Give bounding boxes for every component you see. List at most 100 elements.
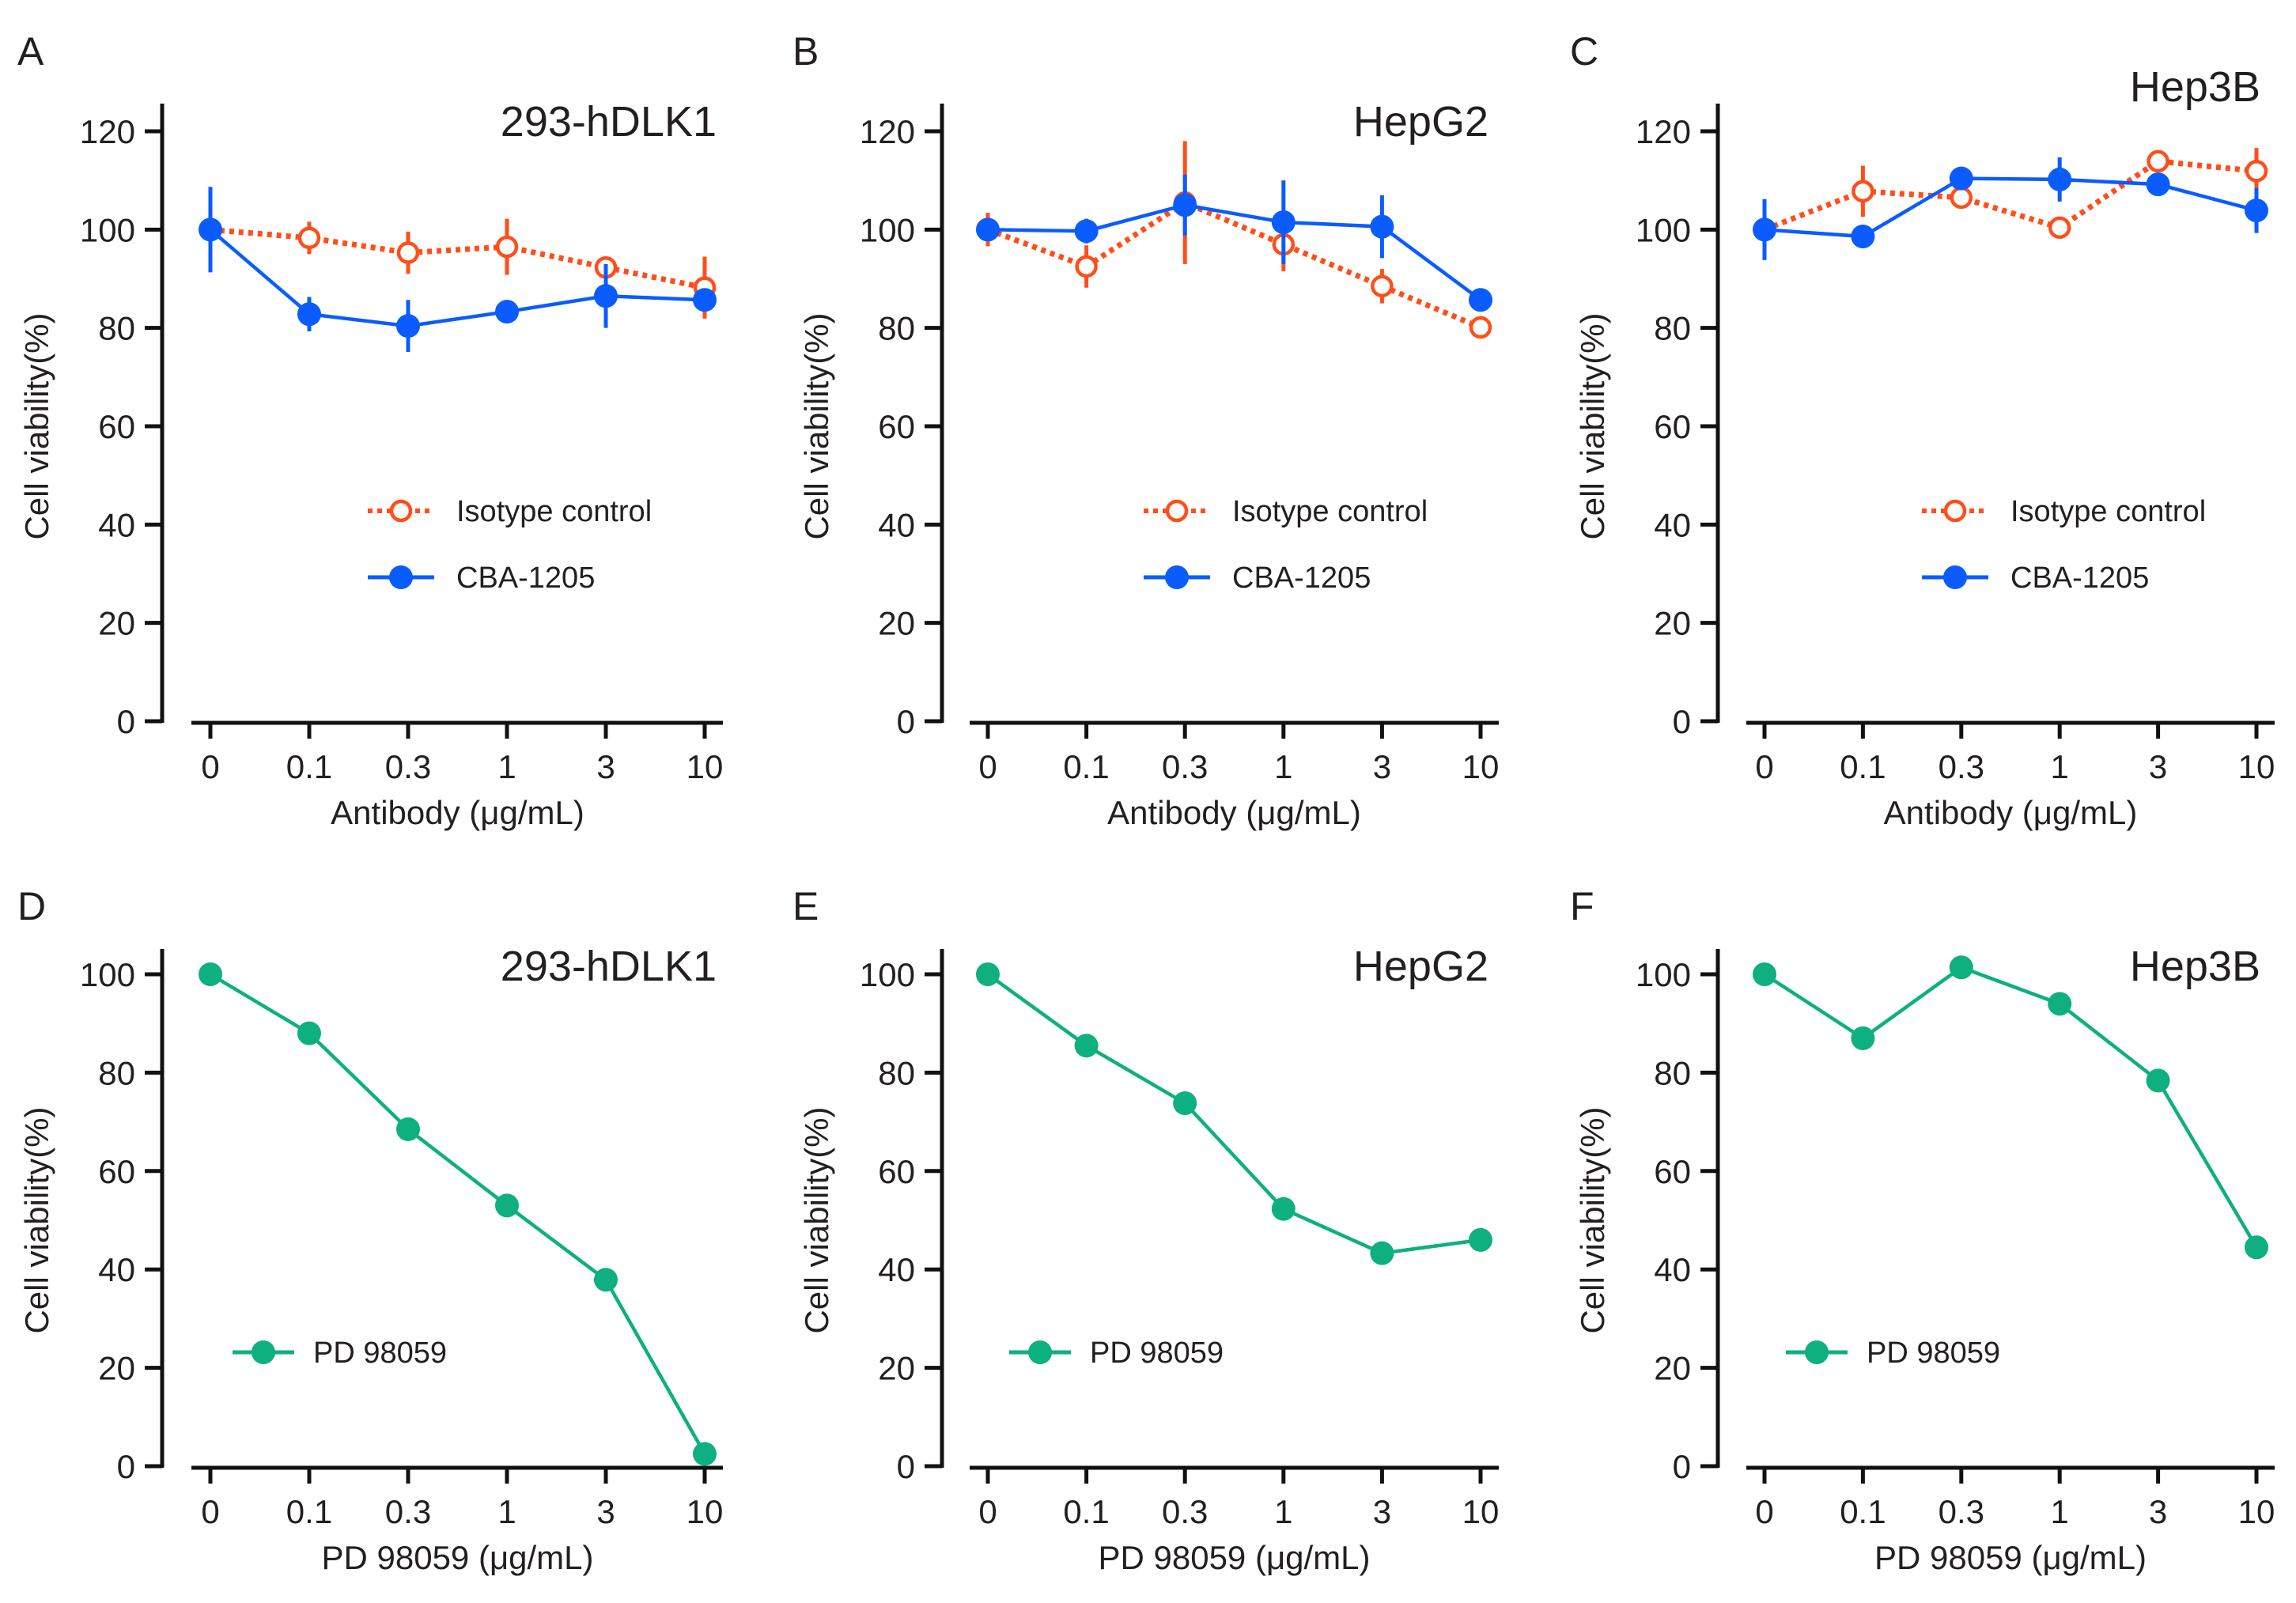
- x-tick-label: 1: [1274, 748, 1292, 785]
- series-line: [986, 973, 1481, 1255]
- legend-marker: [389, 565, 413, 589]
- data-point: [297, 226, 321, 250]
- data-point: [199, 217, 222, 242]
- panel-f: F Hep3B 0 20 40 60 80 100 Cell viability(%) 0 0.1 0…: [1570, 884, 2275, 1576]
- legend-marker: [1165, 499, 1189, 523]
- y-tick-label: 80: [98, 1054, 135, 1091]
- y-axis-label: Cell viability(%): [1574, 1106, 1611, 1333]
- x-tick-label: 0: [1755, 748, 1773, 785]
- legend-label: PD 98059: [1090, 1336, 1224, 1370]
- y-tick-label: 80: [1654, 1054, 1691, 1091]
- data-point: [2245, 1235, 2268, 1260]
- data-point: [1851, 225, 1875, 249]
- legend-label: Isotype control: [1232, 495, 1428, 528]
- y-axis-label: Cell viability(%): [18, 312, 55, 539]
- y-tick-label: 0: [117, 1448, 135, 1485]
- x-tick-label: 3: [1373, 1493, 1391, 1530]
- x-tick-label: 0.3: [1162, 748, 1208, 785]
- y-tick-label: 80: [878, 1054, 915, 1091]
- data-point: [1469, 288, 1492, 312]
- legend-label: PD 98059: [313, 1336, 447, 1370]
- cell-line-title: HepG2: [1353, 98, 1488, 146]
- x-tick-label: 0.1: [1840, 748, 1886, 785]
- panel-letter: F: [1570, 884, 1594, 928]
- data-point: [1469, 1227, 1492, 1252]
- series-cba-1205: [976, 174, 1492, 312]
- y-tick-label: 40: [98, 1251, 135, 1288]
- x-tick-label: 1: [497, 1493, 516, 1530]
- data-point: [1074, 219, 1099, 244]
- x-tick-label: 3: [2149, 748, 2167, 785]
- legend-marker: [252, 1340, 275, 1364]
- series-line: [1764, 176, 2257, 239]
- panel-letter: A: [17, 29, 44, 74]
- legend-item: Isotype control: [1922, 495, 2206, 528]
- x-tick-label: 0.3: [1162, 1493, 1208, 1530]
- x-tick-label: 3: [1373, 748, 1391, 785]
- legend-item: PD 98059: [1009, 1336, 1224, 1370]
- y-tick-label: 100: [1636, 211, 1691, 248]
- data-point: [1852, 180, 1874, 203]
- legend-marker: [389, 499, 413, 523]
- data-point: [1753, 962, 1776, 986]
- data-point: [1370, 214, 1394, 239]
- y-tick-label: 0: [897, 703, 915, 740]
- x-tick-label: 1: [497, 748, 516, 785]
- y-tick-label: 40: [878, 506, 915, 543]
- data-point: [199, 962, 222, 986]
- y-tick-label: 60: [878, 1153, 915, 1190]
- panel-b: B HepG2 0 20 40 60 80 100 120 Cell viability(%) 0 0…: [792, 29, 1499, 831]
- data-point: [2245, 198, 2268, 223]
- series-line: [209, 228, 705, 328]
- data-point: [1074, 1034, 1099, 1058]
- y-tick-label: 0: [1673, 703, 1691, 740]
- x-tick-label: 0.1: [286, 748, 332, 785]
- cell-line-title: 293-hDLK1: [501, 943, 717, 990]
- data-point: [396, 314, 420, 338]
- data-point: [2147, 149, 2169, 173]
- y-tick-label: 40: [1654, 1251, 1691, 1288]
- y-tick-label: 120: [80, 113, 135, 150]
- data-point: [2245, 160, 2268, 183]
- legend-item: CBA-1205: [1922, 561, 2149, 595]
- legend-label: Isotype control: [2010, 495, 2206, 528]
- data-point: [1173, 1091, 1197, 1115]
- x-axis-label: PD 98059 (μg/mL): [1874, 1539, 2147, 1576]
- x-tick-label: 0.1: [1840, 1493, 1886, 1530]
- y-tick-label: 0: [117, 703, 135, 740]
- data-point: [495, 300, 519, 324]
- series-line: [986, 199, 1482, 331]
- y-tick-label: 120: [860, 113, 915, 150]
- panel-letter: E: [792, 884, 819, 928]
- series-line: [1763, 158, 2257, 233]
- y-tick-label: 120: [1636, 113, 1691, 150]
- legend-label: CBA-1205: [1232, 561, 1371, 595]
- x-tick-label: 1: [1274, 1493, 1292, 1530]
- y-axis-label: Cell viability(%): [798, 312, 835, 539]
- series-line: [209, 973, 706, 1455]
- y-axis-label: Cell viability(%): [798, 1106, 835, 1333]
- legend-marker: [1805, 1340, 1829, 1364]
- y-tick-label: 20: [98, 605, 135, 642]
- x-tick-label: 10: [2238, 1493, 2275, 1530]
- legend-item: PD 98059: [233, 1336, 447, 1370]
- y-tick-label: 40: [1654, 506, 1691, 543]
- y-tick-label: 20: [1654, 605, 1691, 642]
- x-tick-label: 3: [2149, 1493, 2167, 1530]
- y-tick-label: 100: [1636, 956, 1691, 993]
- x-axis-label: Antibody (μg/mL): [331, 794, 584, 831]
- x-tick-label: 0.3: [385, 1493, 431, 1530]
- data-point: [976, 962, 1000, 986]
- x-tick-label: 0.3: [1939, 1493, 1984, 1530]
- series-cba-1205: [199, 187, 717, 353]
- panel-letter: B: [792, 29, 819, 74]
- cell-line-title: HepG2: [1353, 943, 1488, 990]
- data-point: [1271, 1197, 1296, 1221]
- data-point: [2146, 1068, 2170, 1093]
- data-point: [1851, 1026, 1875, 1050]
- x-tick-label: 10: [2238, 748, 2275, 785]
- y-tick-label: 40: [98, 506, 135, 543]
